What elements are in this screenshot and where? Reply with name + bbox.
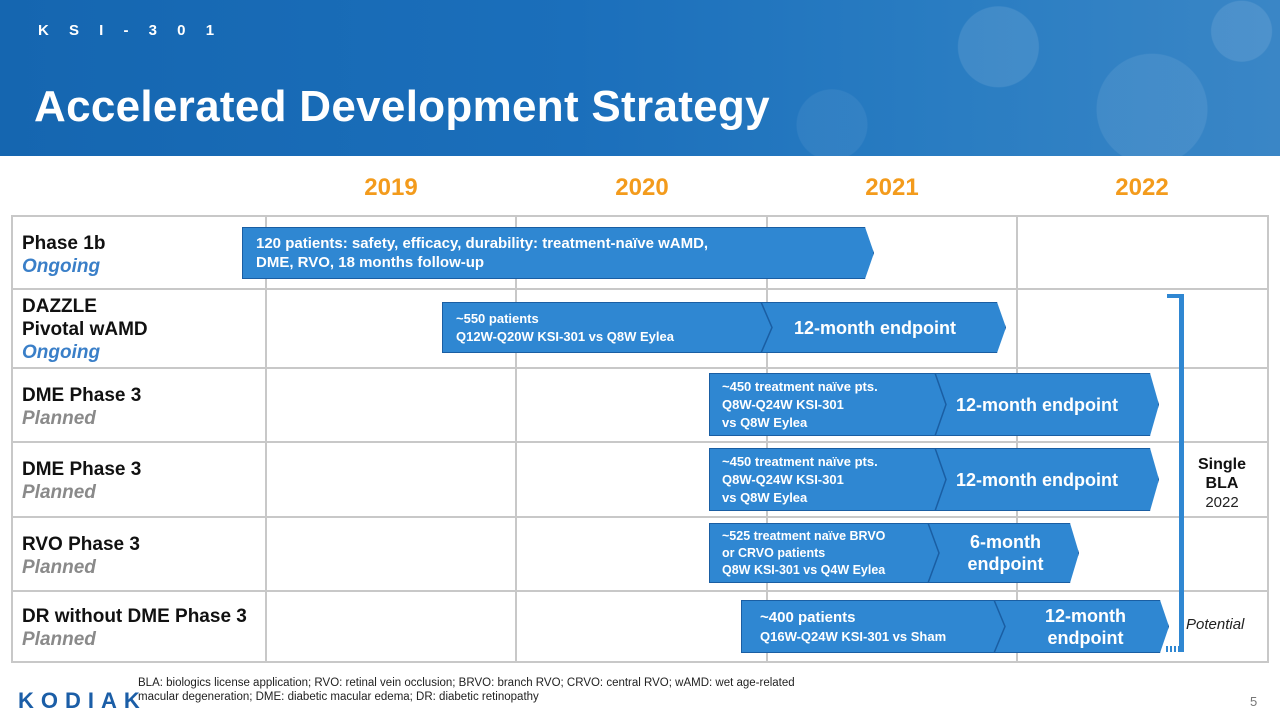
row-name: DME Phase 3 — [22, 459, 142, 480]
chevron-divider-icon — [760, 302, 774, 353]
row-name: Phase 1b — [22, 233, 106, 254]
row-dazzle: DAZZLE Pivotal wAMD Ongoing — [22, 295, 148, 364]
year-2021: 2021 — [865, 174, 919, 201]
endpoint-label-1: 12-month — [1045, 605, 1126, 626]
row-name: DME Phase 3 — [22, 385, 142, 406]
endpoint-label: 12-month endpoint — [956, 394, 1118, 415]
year-2022: 2022 — [1115, 174, 1169, 201]
footnote: BLA: biologics license application; RVO:… — [138, 677, 795, 703]
row-dr-phase-3: DR without DME Phase 3 Planned — [22, 605, 247, 651]
bla-year: 2022 — [1205, 494, 1239, 511]
bar-line-1: ~550 patients — [456, 310, 539, 326]
row-name: DAZZLE — [22, 296, 97, 317]
chevron-divider-icon — [934, 448, 948, 511]
row-name: RVO Phase 3 — [22, 534, 140, 555]
row-status: Ongoing — [22, 342, 101, 363]
row-status: Ongoing — [22, 256, 101, 277]
header-banner: K S I - 3 0 1 Accelerated Development St… — [0, 0, 1280, 156]
bar-line-2: Q12W-Q20W KSI-301 vs Q8W Eylea — [456, 328, 674, 344]
row-dme-phase-3-a: DME Phase 3 Planned — [22, 384, 141, 430]
bar-line-2: Q16W-Q24W KSI-301 vs Sham — [760, 628, 947, 644]
bar-line-2: or CRVO patients — [722, 545, 826, 560]
row-status: Planned — [22, 408, 96, 429]
bar-line-2: DME, RVO, 18 months follow-up — [256, 254, 485, 271]
row-dme-phase-3-b: DME Phase 3 Planned — [22, 458, 141, 504]
bar-line-2: Q8W-Q24W KSI-301 — [722, 396, 844, 412]
row-status: Planned — [22, 629, 96, 650]
potential-label: Potential — [1186, 616, 1245, 633]
endpoint-label: 12-month endpoint — [794, 317, 956, 338]
row-name-secondary: Pivotal wAMD — [22, 319, 148, 340]
bar-line-3: Q8W KSI-301 vs Q4W Eylea — [722, 562, 886, 577]
bar-line-3: vs Q8W Eylea — [722, 489, 808, 505]
bla-bla: BLA — [1205, 475, 1239, 492]
endpoint-label-2: endpoint — [1047, 627, 1124, 648]
year-2019: 2019 — [364, 174, 418, 201]
dazzle-bar: ~550 patients Q12W-Q20W KSI-301 vs Q8W E… — [442, 302, 1006, 353]
bar-line-1: ~400 patients — [760, 608, 856, 626]
kodiak-logo: KODIAK — [18, 688, 147, 713]
page-title: Accelerated Development Strategy — [34, 82, 770, 131]
bar-line-1: ~450 treatment naïve pts. — [722, 378, 878, 394]
chevron-divider-icon — [927, 523, 941, 583]
row-phase-1b: Phase 1b Ongoing — [22, 232, 105, 278]
dr-bar: ~400 patients Q16W-Q24W KSI-301 vs Sham … — [741, 600, 1169, 653]
bar-line-3: vs Q8W Eylea — [722, 414, 808, 430]
dme-bar-2: ~450 treatment naïve pts. Q8W-Q24W KSI-3… — [709, 448, 1159, 511]
bar-line-1: ~450 treatment naïve pts. — [722, 453, 878, 469]
year-2020: 2020 — [615, 174, 669, 201]
row-name: DR without DME Phase 3 — [22, 606, 247, 627]
rvo-bar: ~525 treatment naïve BRVO or CRVO patien… — [709, 523, 1079, 583]
endpoint-label-1: 6-month — [970, 532, 1041, 552]
chevron-divider-icon — [993, 600, 1007, 653]
dme-bar-1: ~450 treatment naïve pts. Q8W-Q24W KSI-3… — [709, 373, 1159, 436]
bar-line-1: ~525 treatment naïve BRVO — [722, 528, 886, 543]
bar-line-1: 120 patients: safety, efficacy, durabili… — [256, 235, 709, 252]
single-bla-label: Single BLA 2022 — [1186, 455, 1258, 512]
program-eyebrow: K S I - 3 0 1 — [38, 22, 223, 39]
row-status: Planned — [22, 482, 96, 503]
endpoint-label-2: endpoint — [967, 554, 1044, 574]
phase-1b-bar: 120 patients: safety, efficacy, durabili… — [242, 227, 874, 279]
row-status: Planned — [22, 557, 96, 578]
chevron-divider-icon — [934, 373, 948, 436]
bar-line-2: Q8W-Q24W KSI-301 — [722, 471, 844, 487]
bla-single: Single — [1197, 456, 1246, 473]
page-number: 5 — [1250, 694, 1258, 709]
row-rvo-phase-3: RVO Phase 3 Planned — [22, 533, 140, 579]
endpoint-label: 12-month endpoint — [956, 469, 1118, 490]
